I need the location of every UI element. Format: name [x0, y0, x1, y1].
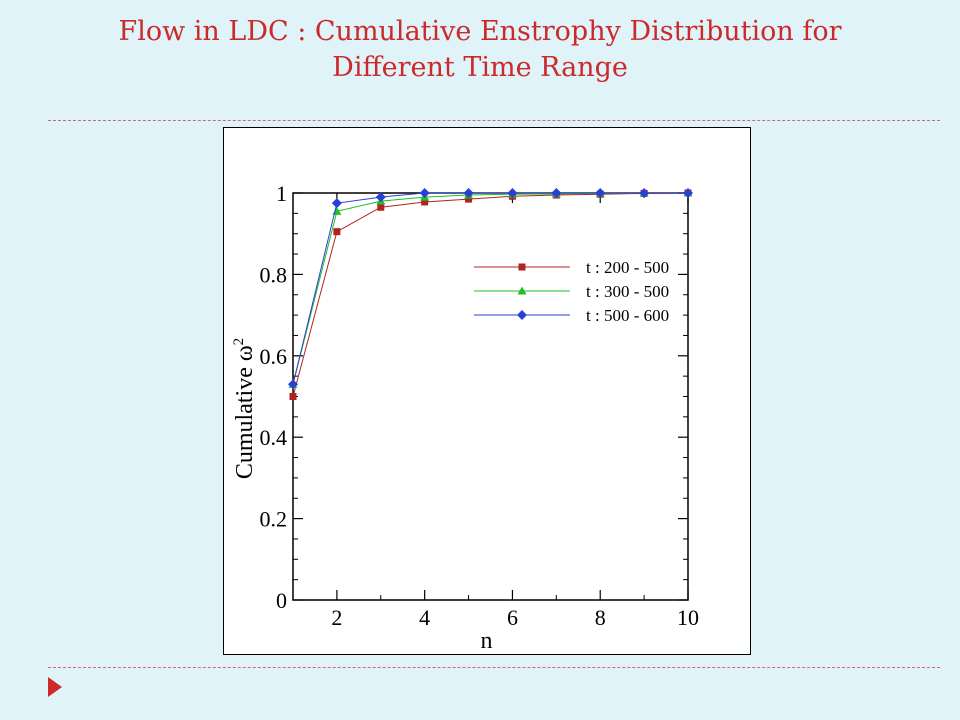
slide-title-line-2: Different Time Range [332, 52, 628, 83]
slide-title-line-1: Flow in LDC : Cumulative Enstrophy Distr… [118, 16, 842, 47]
plot-area-border [292, 192, 689, 601]
series-line-3 [292, 192, 688, 385]
data-point-series-1 [421, 198, 429, 206]
slide-title: Flow in LDC : Cumulative Enstrophy Distr… [40, 14, 920, 86]
data-point-series-3 [288, 379, 298, 390]
chart-frame: 0 0.2 0.4 0.6 0.8 1 2 4 6 8 10 n Cumulative ω2 t : 20… [223, 127, 751, 655]
y-tick-label: 0.6 [260, 344, 288, 369]
data-point-series-3 [639, 188, 650, 198]
bullet-arrow-icon [48, 677, 62, 697]
legend-label-1: t : 200 - 500 [586, 258, 669, 277]
data-point-series-3 [595, 188, 606, 198]
x-tick-label: 10 [677, 605, 699, 630]
bottom-divider [48, 667, 940, 668]
x-tick-label: 8 [595, 605, 606, 630]
data-point-series-1 [377, 203, 385, 211]
top-divider [48, 120, 940, 121]
data-point-series-3 [463, 188, 474, 198]
data-point-series-3 [683, 188, 693, 198]
data-point-series-1 [333, 228, 341, 236]
data-point-series-1 [289, 393, 297, 400]
y-tick-label: 0.2 [260, 507, 288, 532]
y-tick-label: 0.4 [260, 425, 288, 450]
legend-label-2: t : 300 - 500 [586, 282, 669, 301]
legend-marker-3 [517, 310, 527, 320]
data-point-series-3 [507, 188, 518, 198]
series-line-1 [292, 192, 689, 397]
y-axis-label-superscript: 2 [231, 338, 247, 346]
x-tick-label: 6 [507, 605, 518, 630]
data-point-series-3 [331, 198, 342, 209]
x-tick-label: 4 [419, 605, 430, 630]
y-axis-label: Cumulative ω2 [231, 338, 258, 479]
legend-marker-2 [517, 286, 527, 295]
data-point-series-1 [465, 195, 473, 203]
y-tick-label: 0 [276, 588, 287, 613]
x-tick-label: 2 [331, 605, 342, 630]
enstrophy-chart: 0 0.2 0.4 0.6 0.8 1 2 4 6 8 10 n Cumulative ω2 t : 20… [231, 181, 699, 654]
data-point-series-3 [419, 188, 430, 198]
x-axis-label: n [481, 628, 493, 654]
data-point-series-3 [375, 192, 386, 203]
legend-label-3: t : 500 - 600 [586, 306, 669, 325]
data-point-series-3 [551, 188, 562, 198]
y-tick-label: 1 [276, 181, 287, 206]
y-tick-label: 0.8 [260, 262, 288, 287]
legend-marker-1 [518, 263, 526, 271]
